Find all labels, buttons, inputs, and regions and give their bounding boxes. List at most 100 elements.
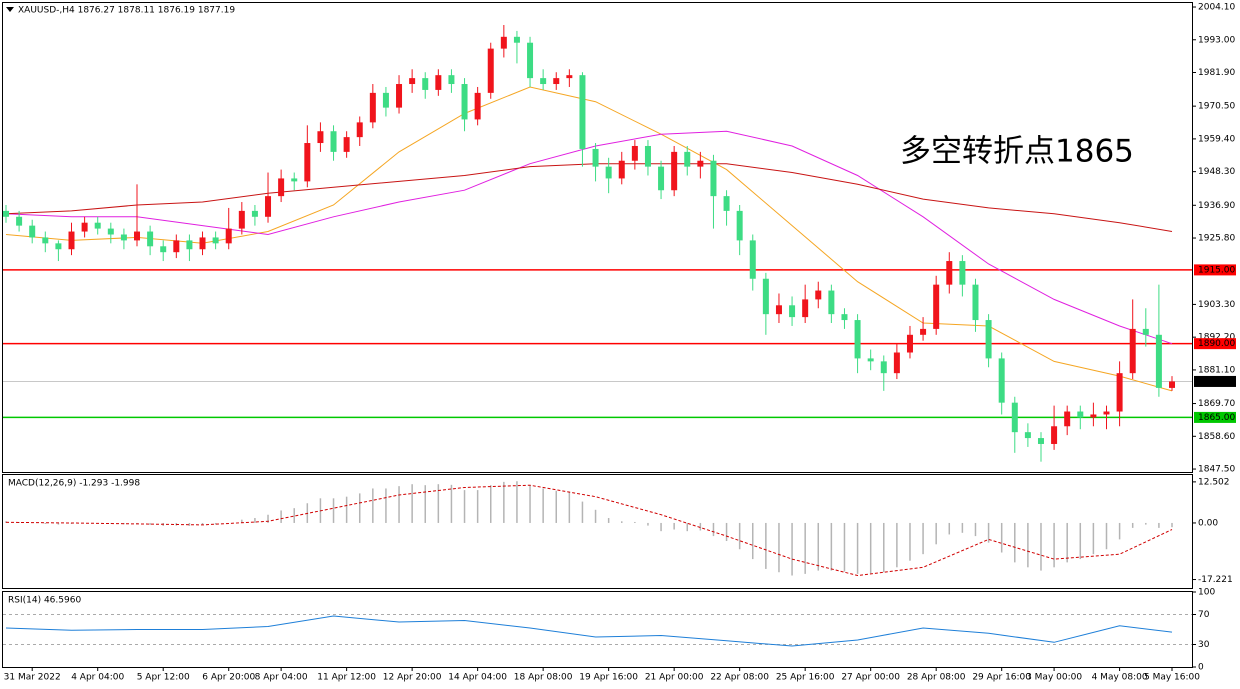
- level-label: 1890.00: [1198, 339, 1235, 349]
- candle-body: [618, 160, 625, 179]
- y-tick-label: 1959.40: [1198, 134, 1235, 144]
- candle-body: [710, 160, 717, 197]
- x-tick-label: 14 Apr 04:00: [448, 673, 507, 683]
- candle-body: [815, 290, 822, 300]
- candle-body: [343, 137, 350, 152]
- candle-body: [789, 305, 796, 318]
- candle-body: [500, 36, 507, 49]
- chart-title: XAUUSD-,H4 1876.27 1878.11 1876.19 1877.…: [18, 6, 235, 16]
- candle-body: [251, 210, 258, 217]
- x-tick-label: 4 Apr 04:00: [71, 673, 124, 683]
- candle-body: [1142, 328, 1149, 335]
- x-tick-label: 21 Apr 00:00: [645, 673, 704, 683]
- candle-body: [920, 328, 927, 335]
- candle-body: [906, 334, 913, 353]
- y-tick-label: 1903.30: [1198, 300, 1235, 310]
- x-tick-label: 18 Apr 08:00: [514, 673, 573, 683]
- candle-body: [579, 75, 586, 149]
- rsi-panel: [2, 591, 1193, 668]
- y-tick-label: 1993.00: [1198, 35, 1235, 45]
- level-label: 1915.00: [1198, 265, 1235, 275]
- level-label: 1877.19: [1198, 377, 1235, 387]
- candle-body: [553, 78, 560, 85]
- y-tick-label: 1981.90: [1198, 68, 1235, 78]
- candle-body: [369, 92, 376, 123]
- candle-body: [605, 166, 612, 179]
- y-tick-label: -17.221: [1198, 575, 1233, 585]
- candle-body: [658, 166, 665, 191]
- candle-body: [998, 358, 1005, 403]
- candle-body: [933, 284, 940, 329]
- candle-body: [749, 240, 756, 279]
- candle-body: [697, 160, 704, 167]
- level-label-bg: [1194, 411, 1236, 423]
- candle-body: [147, 231, 154, 247]
- candle-body: [723, 196, 730, 211]
- candle-body: [409, 78, 416, 85]
- y-tick-label: 1970.50: [1198, 102, 1235, 112]
- x-tick-label: 29 Apr 16:00: [972, 673, 1031, 683]
- x-tick-label: 19 Apr 16:00: [579, 673, 638, 683]
- candle-body: [802, 299, 809, 318]
- candle-body: [828, 290, 835, 315]
- candle-body: [29, 225, 36, 238]
- y-tick-label: 1869.70: [1198, 399, 1235, 409]
- candle-body: [461, 84, 468, 120]
- signal-line: [5, 484, 1173, 577]
- candle-body: [330, 131, 337, 152]
- candle-body: [880, 361, 887, 374]
- candle-body: [265, 196, 272, 217]
- candle-body: [16, 216, 23, 226]
- x-tick-label: 5 Apr 12:00: [137, 673, 190, 683]
- candle-body: [854, 320, 861, 359]
- candle-body: [304, 143, 311, 182]
- candle-body: [1064, 411, 1071, 427]
- y-tick-label: 1948.30: [1198, 167, 1235, 177]
- candle-body: [278, 178, 285, 197]
- x-tick-label: 8 Apr 04:00: [255, 673, 308, 683]
- symbol-marker: [6, 7, 14, 12]
- candle-body: [160, 246, 167, 253]
- candle-body: [527, 42, 534, 79]
- main-panel: [2, 2, 1193, 473]
- candle-body: [317, 131, 324, 144]
- x-tick-label: 28 Apr 08:00: [907, 673, 966, 683]
- candle-body: [186, 240, 193, 250]
- candle-body: [959, 261, 966, 285]
- candle-body: [474, 92, 481, 120]
- candle-body: [972, 284, 979, 321]
- candle-body: [592, 148, 599, 167]
- rsi-title: RSI(14) 46.5960: [8, 596, 81, 606]
- x-tick-label: 12 Apr 20:00: [383, 673, 442, 683]
- macd-title: MACD(12,26,9) -1.293 -1.998: [8, 479, 140, 489]
- y-tick-label: 1925.80: [1198, 234, 1235, 244]
- y-tick-label: 100: [1198, 588, 1215, 598]
- y-tick-label: 1936.90: [1198, 201, 1235, 211]
- candle-body: [1169, 381, 1175, 388]
- candle-body: [1155, 334, 1162, 388]
- candle-body: [946, 261, 953, 285]
- candle-body: [3, 210, 9, 217]
- candle-body: [422, 78, 429, 90]
- rsi-line: [5, 615, 1173, 647]
- candle-body: [1129, 328, 1136, 374]
- level-label-bg: [1194, 375, 1236, 387]
- candle-body: [396, 84, 403, 108]
- candle-body: [566, 75, 573, 79]
- candle-body: [68, 231, 75, 250]
- candle-body: [107, 228, 114, 235]
- x-tick-label: 25 Apr 16:00: [776, 673, 835, 683]
- candle-body: [1116, 373, 1123, 412]
- candle-body: [212, 237, 219, 244]
- candle-body: [985, 320, 992, 359]
- x-tick-label: 3 May 00:00: [1026, 673, 1082, 683]
- candle-body: [893, 352, 900, 374]
- x-tick-label: 27 Apr 00:00: [841, 673, 900, 683]
- candle-body: [1103, 411, 1110, 415]
- y-tick-label: 1892.20: [1198, 333, 1235, 343]
- x-tick-label: 11 Apr 12:00: [317, 673, 376, 683]
- candle-body: [736, 210, 743, 241]
- y-tick-label: 1881.10: [1198, 365, 1235, 375]
- candle-body: [291, 178, 298, 182]
- candle-body: [540, 78, 547, 85]
